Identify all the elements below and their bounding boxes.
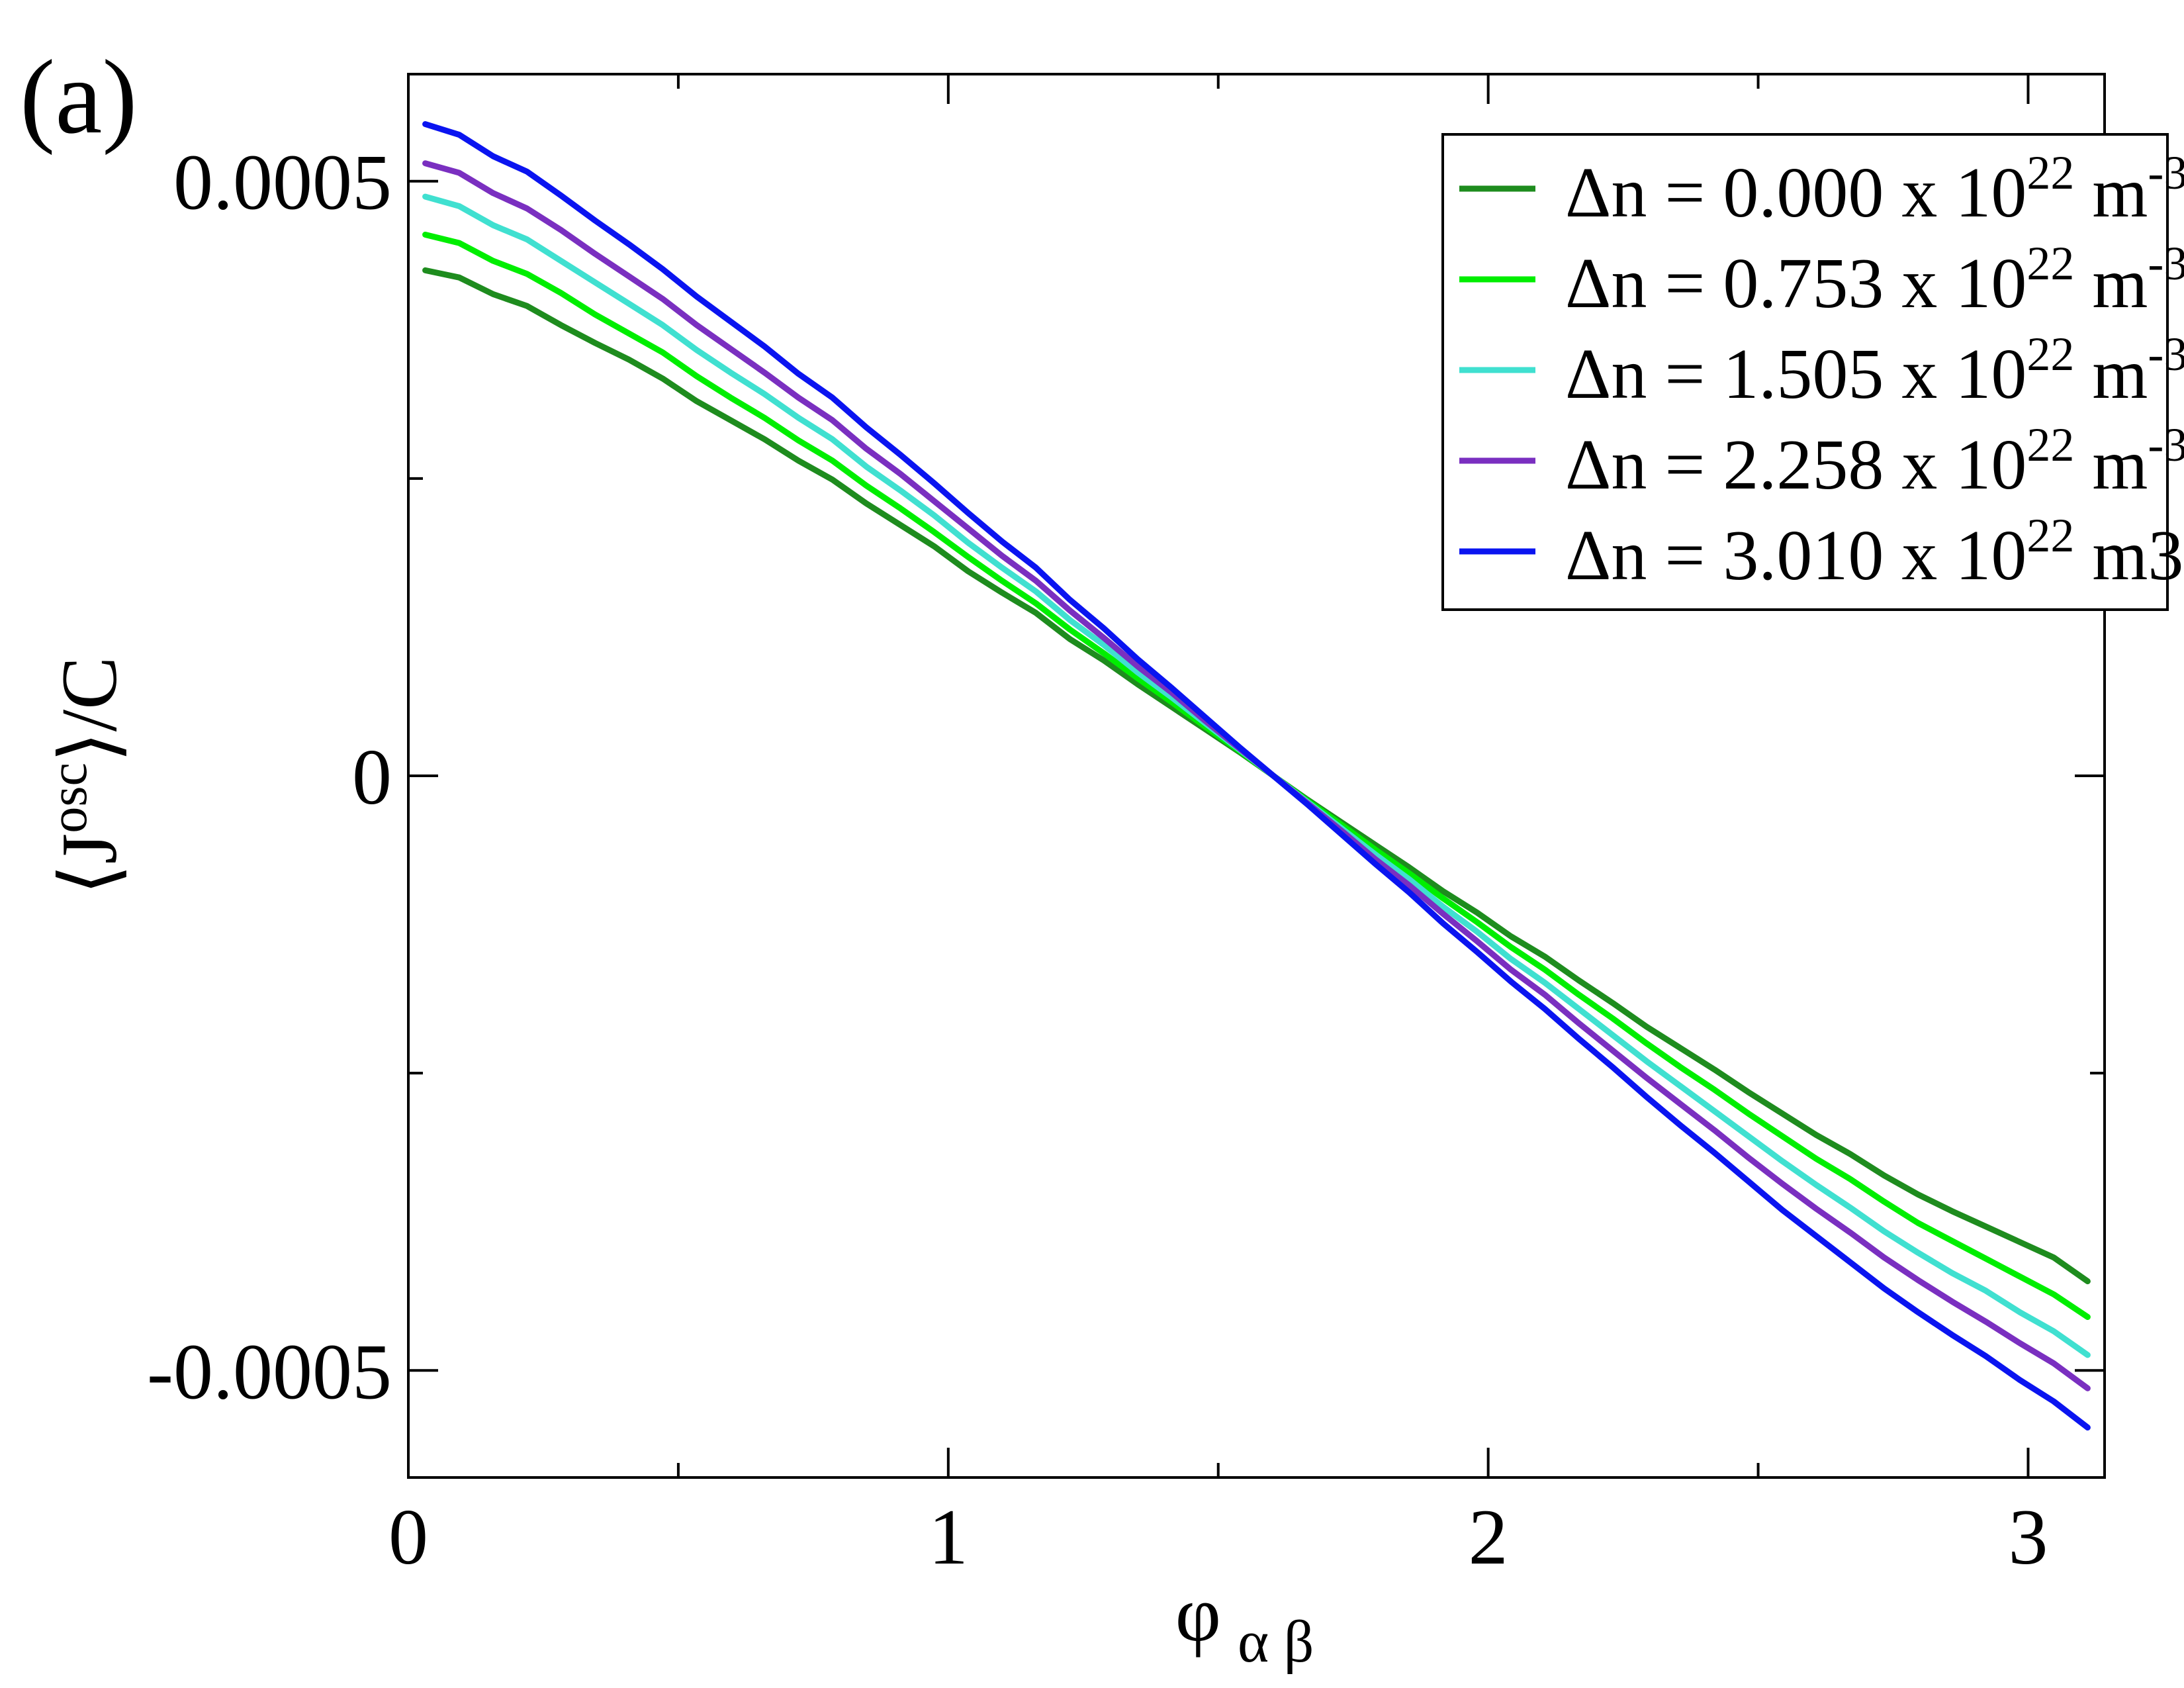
x-axis-label-symbol: φ — [1175, 1570, 1221, 1658]
y-axis-label: ⟨Josc⟩/C — [40, 657, 133, 895]
data-series — [422, 121, 2091, 1430]
y-tick-label: -0.0005 — [147, 1327, 392, 1415]
y-axis-label-sup: osc — [40, 763, 98, 833]
legend: Δn = 0.000 x 1022 m-3Δn = 0.753 x 1022 m… — [1441, 133, 2184, 611]
panel-label: (a) — [20, 38, 138, 156]
legend-label-5: Δn = 3.010 x 1022 m3 — [1565, 509, 2183, 595]
axis-tick-labels: 0 1 2 3 -0.0005 0 0.0005 — [147, 138, 2048, 1581]
legend-label-1: Δn = 0.000 x 1022 m-3 — [1565, 146, 2184, 232]
legend-box — [1441, 133, 2169, 611]
x-tick-label: 2 — [1469, 1493, 1508, 1581]
series-line-5 — [422, 121, 2091, 1430]
x-tick-label: 0 — [388, 1493, 428, 1581]
y-axis-label-left: ⟨J — [45, 833, 133, 896]
svg-text:⟨Josc⟩/C: ⟨Josc⟩/C — [40, 657, 133, 895]
x-axis-label: φ — [1175, 1570, 1221, 1658]
legend-label-2: Δn = 0.753 x 1022 m-3 — [1565, 237, 2184, 323]
x-tick-label: 3 — [2008, 1493, 2048, 1581]
y-axis-label-right: ⟩/C — [45, 657, 133, 763]
y-tick-label: 0.0005 — [173, 138, 392, 226]
legend-label-4: Δn = 2.258 x 1022 m-3 — [1565, 418, 2184, 504]
axis-ticks — [407, 74, 2105, 1477]
y-tick-label: 0 — [352, 733, 392, 821]
legend-label-3: Δn = 1.505 x 1022 m-3 — [1565, 328, 2184, 414]
x-axis-label-subscript: α β — [1238, 1609, 1314, 1675]
x-tick-label: 1 — [929, 1493, 968, 1581]
